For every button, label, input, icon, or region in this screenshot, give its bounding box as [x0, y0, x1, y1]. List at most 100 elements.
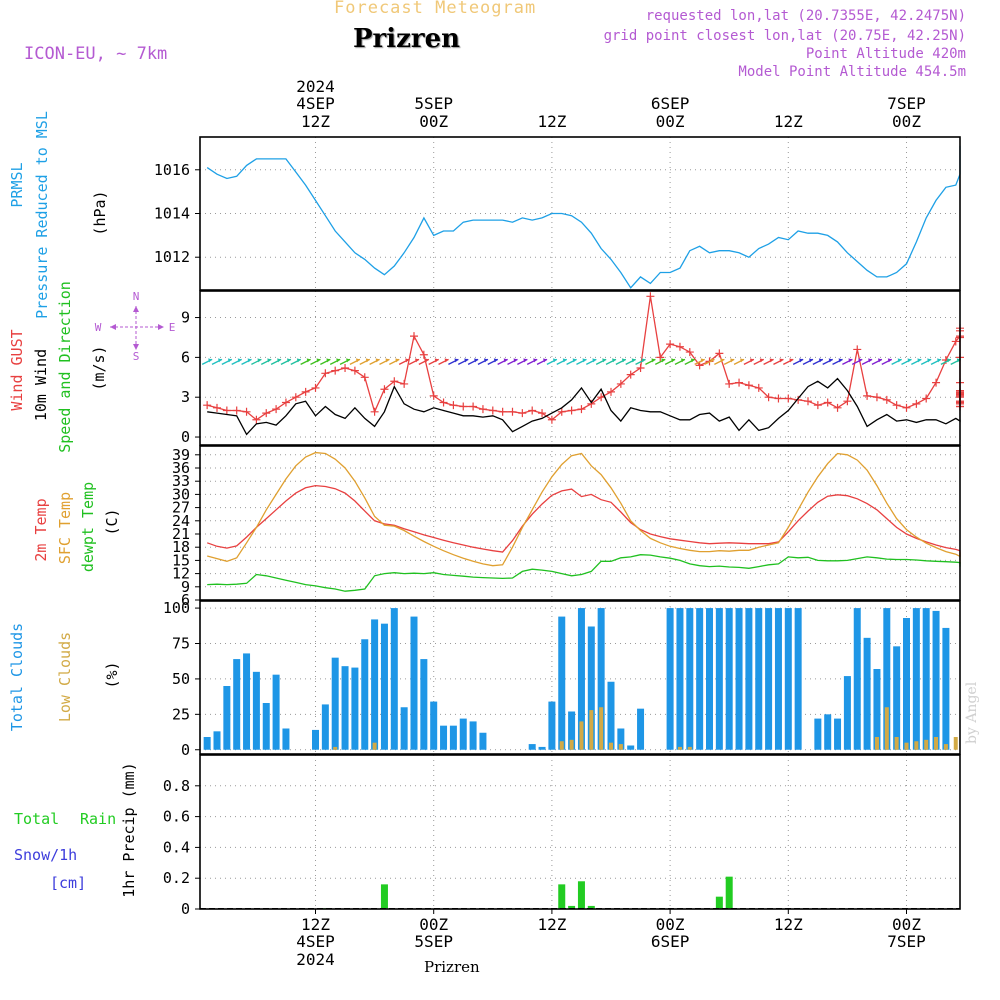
label-10m-wind: 10m Wind: [32, 349, 50, 421]
cloud-bar-total: [735, 608, 743, 750]
panel-pressure: 1012 1014 1016 PRMSL Pressure Reduced to MSL…: [8, 111, 961, 319]
gust-marker: [754, 383, 763, 392]
cloud-bar-total: [696, 608, 704, 750]
cloud-bar-total: [233, 659, 241, 750]
label-prmsl: PRMSL: [8, 162, 26, 207]
wind-arrow-head: [818, 358, 823, 363]
wind-arrow-head: [286, 358, 291, 363]
panel-clouds: 0 25 50 75 100 Total Clouds Low Clouds (%): [8, 599, 961, 759]
label-precip-mm: 1hr Precip (mm): [120, 762, 138, 897]
location-title: Prizren: [353, 24, 461, 54]
y-tick-label: 6: [181, 348, 190, 366]
top-axis-time: 00Z: [656, 112, 685, 131]
wind-arrow-head: [434, 358, 439, 363]
bottom-axis-year: 2024: [296, 950, 335, 969]
gust-marker: [222, 406, 231, 415]
wind-arrow-head: [523, 358, 528, 363]
cloud-bar-low: [904, 742, 909, 750]
wind-arrow-head: [730, 358, 735, 363]
gust-marker: [843, 397, 852, 406]
gust-marker: [725, 379, 734, 388]
compass-w: W: [95, 321, 102, 334]
wind-arrow-head: [759, 358, 764, 363]
label-hpa: (hPa): [91, 190, 109, 235]
wind-arrow-head: [779, 358, 784, 363]
compass-e: E: [169, 321, 176, 334]
y-tick-label: 36: [172, 459, 190, 477]
cloud-bar-total: [932, 610, 940, 750]
cloud-bar-total: [843, 676, 851, 750]
gust-marker: [675, 342, 684, 351]
precip-bar: [568, 905, 576, 909]
gust-marker: [666, 340, 675, 349]
cloud-bar-total: [686, 608, 694, 750]
wind-arrow-head: [483, 358, 488, 363]
gust-marker: [538, 409, 547, 418]
cloud-bar-total: [223, 686, 231, 750]
wind-arrow-head: [690, 358, 695, 363]
precip-bar: [380, 884, 388, 909]
wind-arrow-head: [503, 358, 508, 363]
cloud-bar-total: [380, 623, 388, 750]
cloud-bar-total: [587, 626, 595, 750]
label-total: Total: [14, 810, 59, 828]
wind-arrow-head: [917, 358, 922, 363]
gust-marker: [744, 381, 753, 390]
wind-arrow-head: [661, 358, 666, 363]
y-tick-label: 1016: [154, 161, 190, 179]
wind-arrow-head: [237, 358, 242, 363]
cloud-bar-total: [459, 718, 467, 750]
top-axis-time: 00Z: [419, 112, 448, 131]
wind-arrow-head: [316, 358, 321, 363]
cloud-bar-total: [341, 666, 349, 750]
cloud-bar-total: [893, 646, 901, 750]
bottom-axis-date: 4SEP: [296, 932, 335, 951]
gust-marker: [774, 394, 783, 403]
cloud-bar-total: [371, 619, 379, 750]
cloud-bar-total: [912, 608, 920, 750]
cloud-bar-total: [794, 608, 802, 750]
cloud-bar-low: [569, 739, 574, 750]
wind-arrow-head: [937, 358, 942, 363]
series-line-2m-temp: [206, 484, 961, 557]
compass-s: S: [133, 350, 140, 363]
cloud-bar-total: [390, 608, 398, 750]
y-tick-label: 39: [172, 446, 190, 464]
y-tick-label: 6: [181, 591, 190, 609]
gust-marker: [242, 407, 251, 416]
y-tick-label: 0: [181, 741, 190, 759]
gust-marker: [203, 401, 212, 410]
wind-arrow-head: [326, 358, 331, 363]
wind-arrow-head: [720, 358, 725, 363]
gust-marker: [262, 409, 271, 418]
wind-arrow-head: [562, 358, 567, 363]
cloud-bar-total: [203, 737, 211, 750]
panel-frame: [199, 600, 961, 755]
wind-arrow-head: [257, 358, 262, 363]
wind-arrow-head: [552, 358, 557, 363]
label-percent: (%): [103, 661, 121, 688]
cloud-bar-total: [774, 608, 782, 750]
top-axis-time: 12Z: [301, 112, 330, 131]
cloud-bar-total: [361, 639, 369, 750]
gust-marker: [252, 415, 261, 424]
gust-marker: [685, 348, 694, 357]
wind-arrow-head: [493, 358, 498, 363]
cloud-bar-total: [321, 704, 329, 750]
gust-marker: [488, 406, 497, 415]
label-2m-temp: 2m Temp: [32, 498, 50, 561]
cloud-bar-total: [597, 608, 605, 750]
top-axis-date: 4SEP: [296, 94, 335, 113]
cloud-bar-total: [814, 718, 822, 750]
gust-marker: [804, 397, 812, 406]
series-line-dewpt-temp: [207, 554, 961, 592]
wind-arrow-head: [631, 358, 636, 363]
panel-wind: 0 3 6 9 Wind GUST 10m Wind Speed and Direction…: [8, 281, 964, 453]
gust-marker: [547, 415, 556, 424]
wind-arrow-head: [868, 358, 873, 363]
wind-arrow-head: [227, 358, 232, 363]
gust-marker: [577, 405, 586, 414]
label-sfc-temp: SFC Temp: [56, 492, 74, 564]
gust-marker: [498, 407, 507, 416]
precip-bar: [558, 884, 566, 909]
